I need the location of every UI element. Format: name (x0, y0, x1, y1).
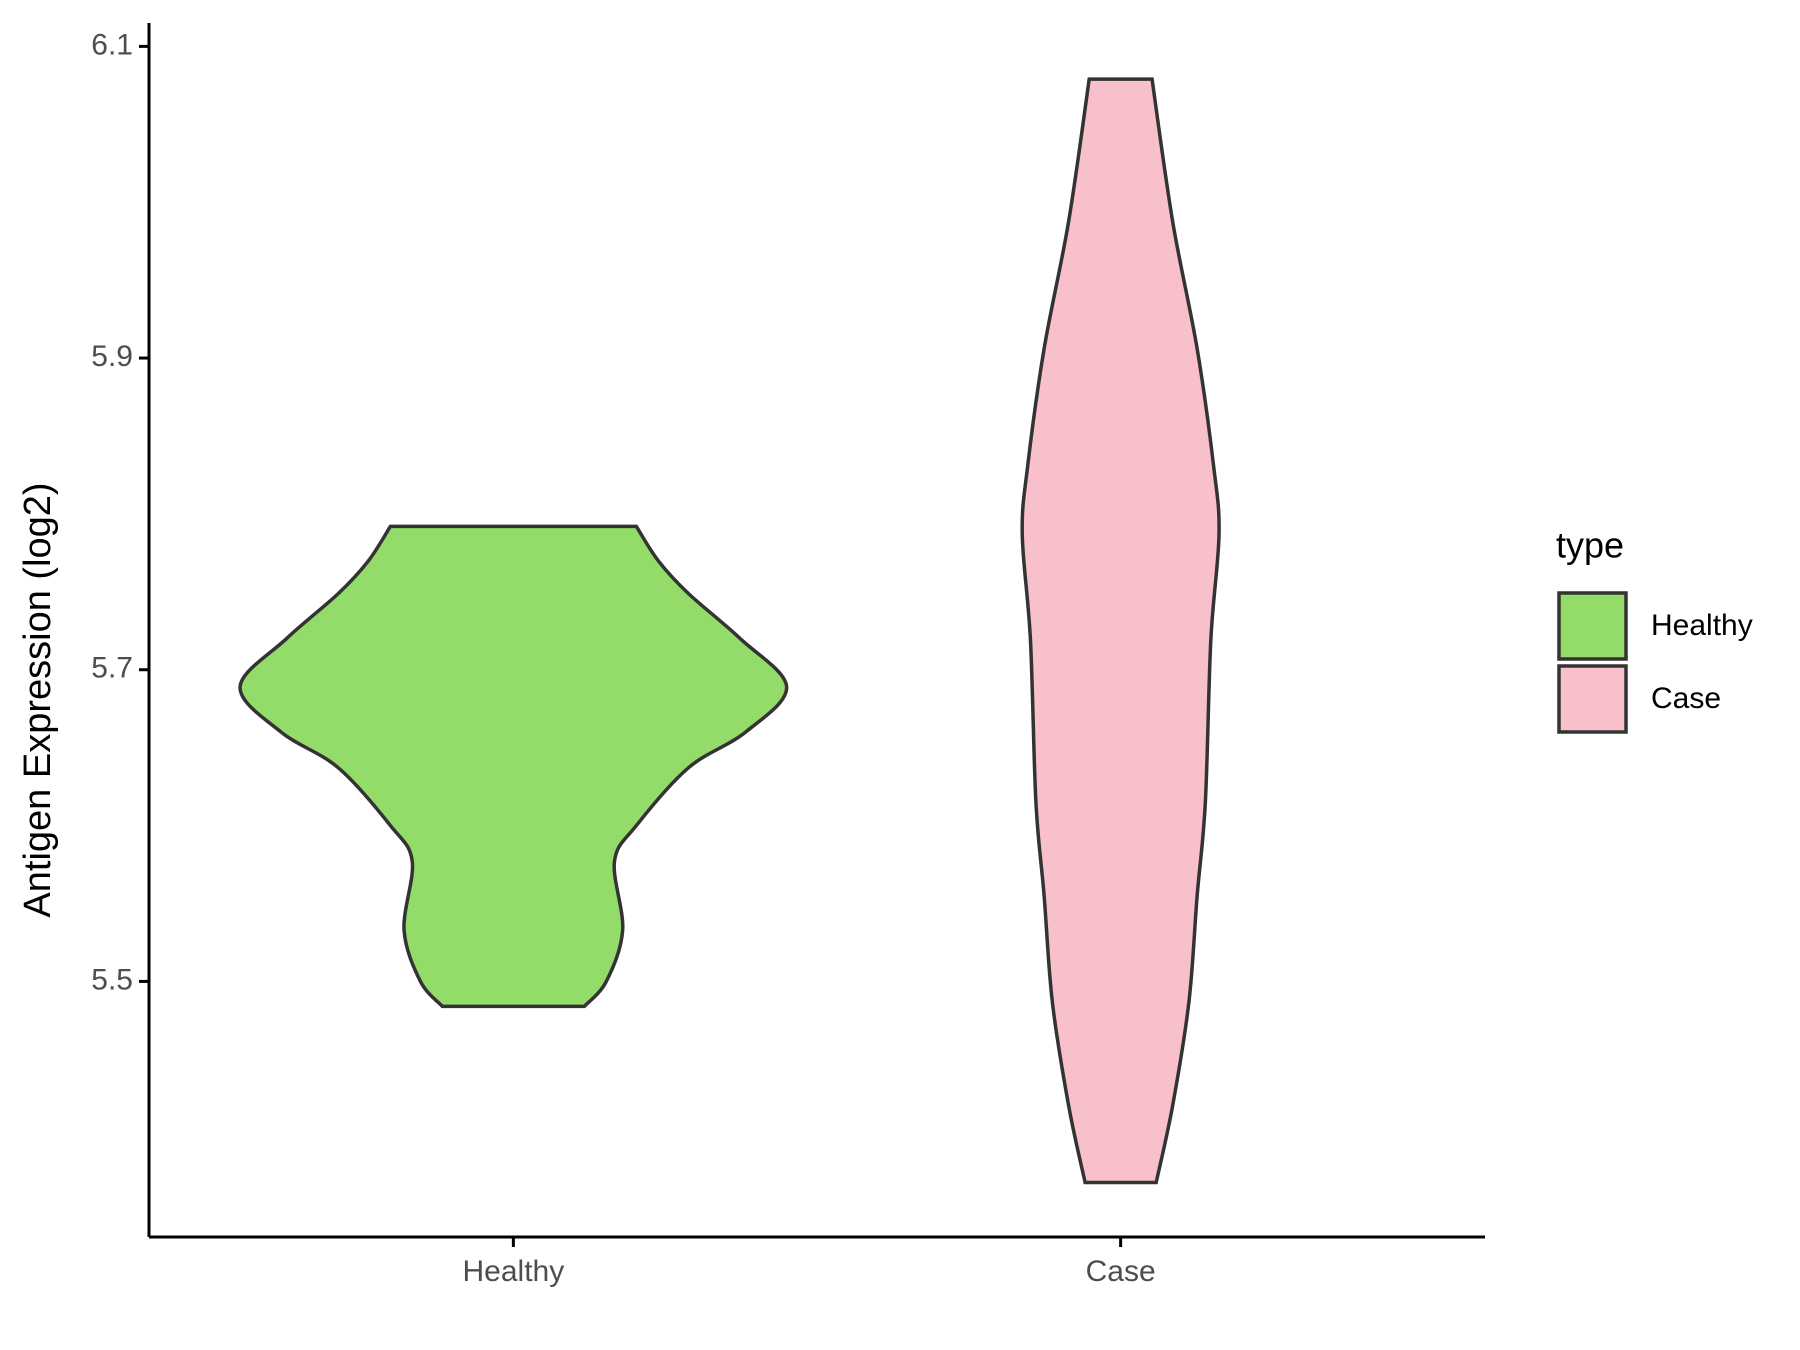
y-tick-label: 5.5 (91, 963, 133, 996)
legend-title: type (1556, 525, 1624, 566)
violin (238, 524, 789, 1009)
violin (1020, 77, 1221, 1185)
y-tick-label: 6.1 (91, 28, 133, 61)
x-tick-label: Case (1086, 1255, 1156, 1288)
legend-swatch (1557, 591, 1628, 661)
x-tick-label: Healthy (463, 1255, 565, 1288)
legend-label: Healthy (1651, 609, 1753, 642)
y-axis-label: Antigen Expression (log2) (17, 482, 59, 917)
y-tick-label: 5.7 (91, 652, 133, 685)
legend-swatch (1557, 664, 1628, 734)
legend-label: Case (1651, 682, 1721, 715)
y-tick-label: 5.9 (91, 340, 133, 373)
